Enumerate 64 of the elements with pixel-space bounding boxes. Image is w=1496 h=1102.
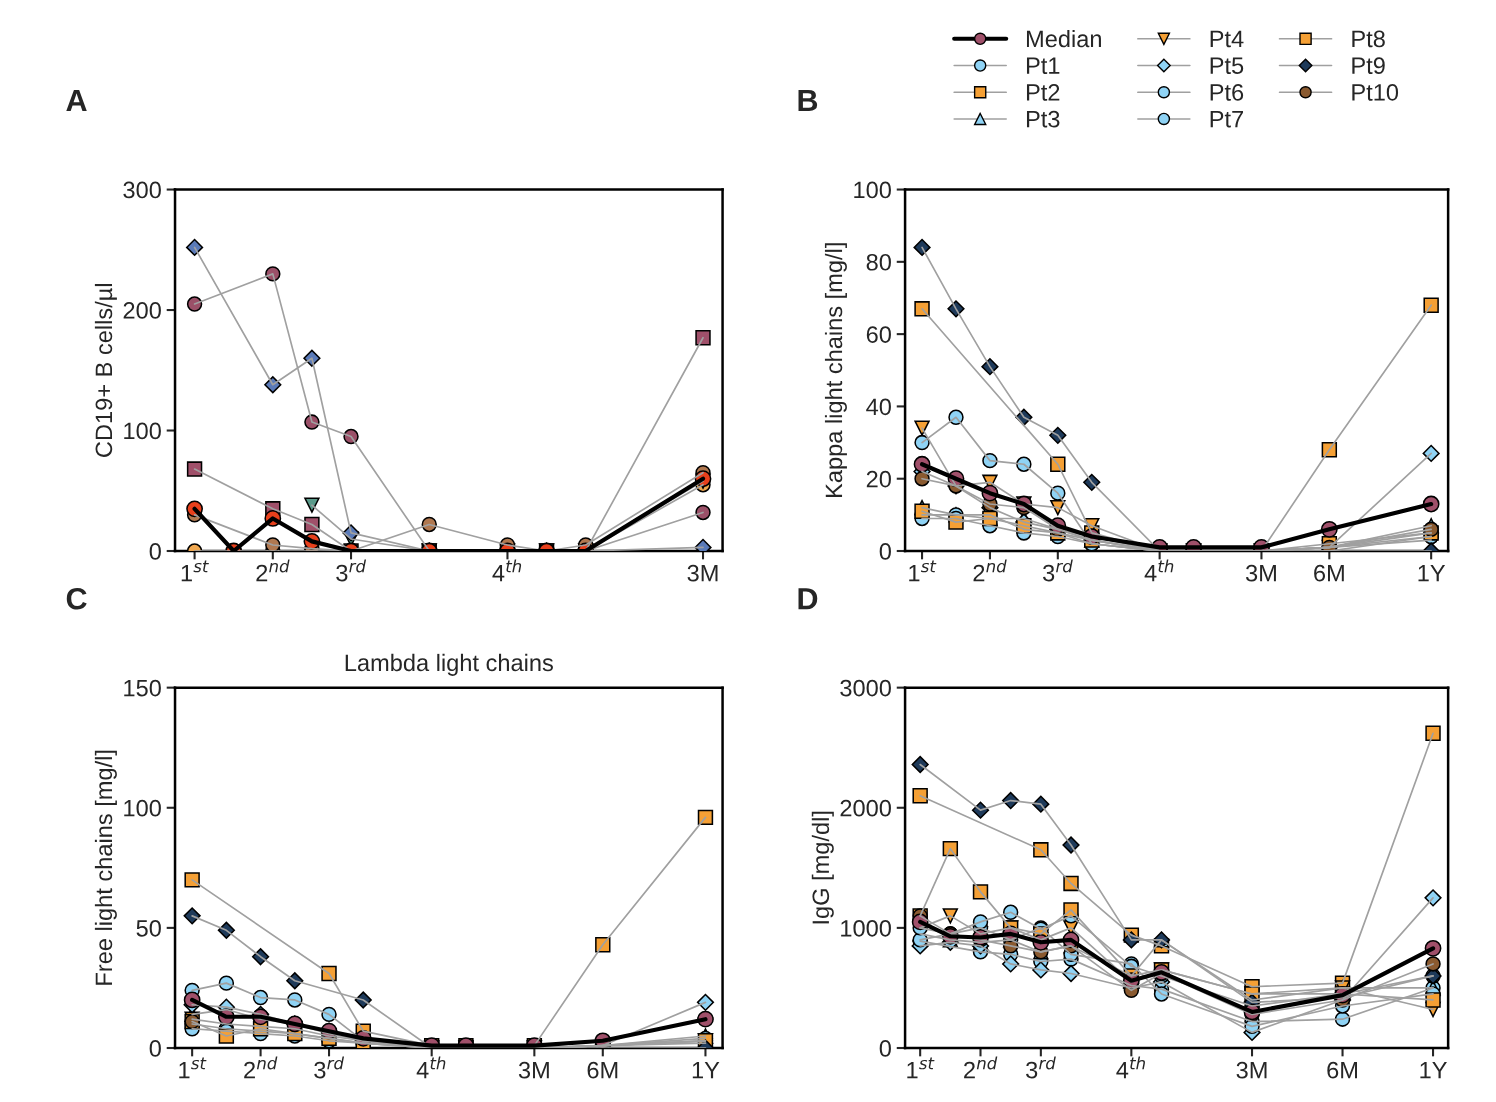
y-axis-title: Kappa light chains [mg/l]	[824, 243, 847, 497]
x-tick-label: 1Y	[1418, 565, 1446, 582]
x-tick-label: 4$^{th}$	[1116, 1056, 1145, 1079]
x-tick-label: 2$^{nd}$	[244, 1056, 278, 1079]
y-axis-title: IgG [mg/dl]	[811, 811, 834, 924]
y-tick-label: 3000	[840, 679, 891, 697]
text: A	[66, 89, 87, 111]
legend-label: Pt6	[1210, 84, 1244, 101]
x-tick-label: 1$^{st}$	[907, 1057, 935, 1079]
x-tick-label: 6M	[1327, 1061, 1357, 1079]
legend-label: Pt8	[1352, 30, 1385, 48]
y-tick-label: 100	[124, 799, 161, 817]
x-tick-label: 1$^{st}$	[179, 1057, 207, 1079]
legend-label: Median	[1026, 29, 1101, 48]
y-axis-title: CD19+ B cells/µl	[94, 284, 117, 457]
x-tick-label: 3M	[1236, 1061, 1267, 1079]
x-tick-label: 6M	[1314, 564, 1344, 582]
x-tick-label: 1Y	[692, 1062, 720, 1079]
y-tick-label: 100	[124, 422, 161, 440]
legend-label: Pt4	[1210, 30, 1244, 48]
y-tick-label: 150	[124, 679, 161, 697]
y-tick-label: 1000	[841, 919, 891, 937]
x-tick-label: 2$^{nd}$	[964, 1056, 998, 1079]
legend-label: Pt5	[1210, 57, 1244, 75]
x-tick-label: 3M	[1245, 564, 1276, 582]
y-tick-label: 300	[123, 181, 161, 199]
legend-label: Pt9	[1352, 57, 1385, 75]
text: D	[798, 588, 818, 610]
legend-label: Pt1	[1026, 57, 1060, 74]
x-tick-label: 2$^{nd}$	[973, 559, 1007, 582]
y-tick-label: 0	[149, 543, 161, 560]
y-tick-label: 60	[866, 326, 891, 343]
y-tick-label: 100	[854, 181, 891, 199]
chart-title: Lambda light chains	[345, 653, 553, 676]
text: C	[66, 587, 87, 610]
y-tick-label: 0	[879, 543, 891, 560]
x-tick-label: 3M	[687, 564, 718, 582]
y-tick-label: 40	[866, 398, 891, 416]
y-tick-label: 50	[136, 919, 161, 937]
y-tick-label: 0	[879, 1040, 891, 1057]
legend-label: Pt10	[1352, 84, 1399, 101]
x-tick-label: 4$^{th}$	[492, 559, 522, 582]
x-tick-label: 3$^{rd}$	[1043, 559, 1073, 582]
x-tick-label: 3$^{rd}$	[336, 559, 367, 582]
y-tick-label: 0	[149, 1040, 161, 1057]
legend-label: Pt3	[1026, 110, 1060, 128]
x-tick-label: 1Y	[1420, 1062, 1447, 1079]
x-tick-label: 1$^{st}$	[909, 560, 937, 582]
x-tick-label: 2$^{nd}$	[256, 559, 290, 582]
x-tick-label: 4$^{th}$	[1144, 559, 1174, 582]
x-tick-label: 3M	[518, 1061, 549, 1079]
y-tick-label: 20	[866, 470, 891, 488]
x-tick-label: 4$^{th}$	[416, 1056, 446, 1079]
y-tick-label: 200	[123, 302, 161, 319]
x-tick-label: 3$^{rd}$	[1026, 1056, 1056, 1079]
y-axis-title: Free light chains [mg/l]	[94, 750, 117, 985]
x-tick-label: 3$^{rd}$	[314, 1056, 345, 1079]
text: B	[798, 89, 818, 111]
x-tick-label: 1$^{st}$	[181, 560, 209, 582]
legend-label: Pt2	[1026, 84, 1060, 101]
legend-label: Pt7	[1210, 111, 1243, 128]
y-tick-label: 2000	[840, 799, 891, 817]
x-tick-label: 6M	[587, 1061, 618, 1079]
y-tick-label: 80	[866, 253, 891, 271]
